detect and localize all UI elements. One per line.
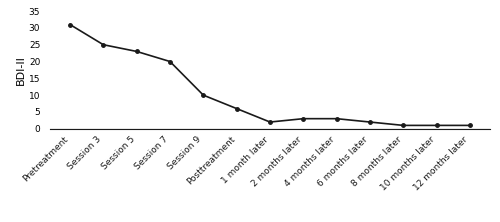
Y-axis label: BDI-II: BDI-II xyxy=(16,55,26,85)
